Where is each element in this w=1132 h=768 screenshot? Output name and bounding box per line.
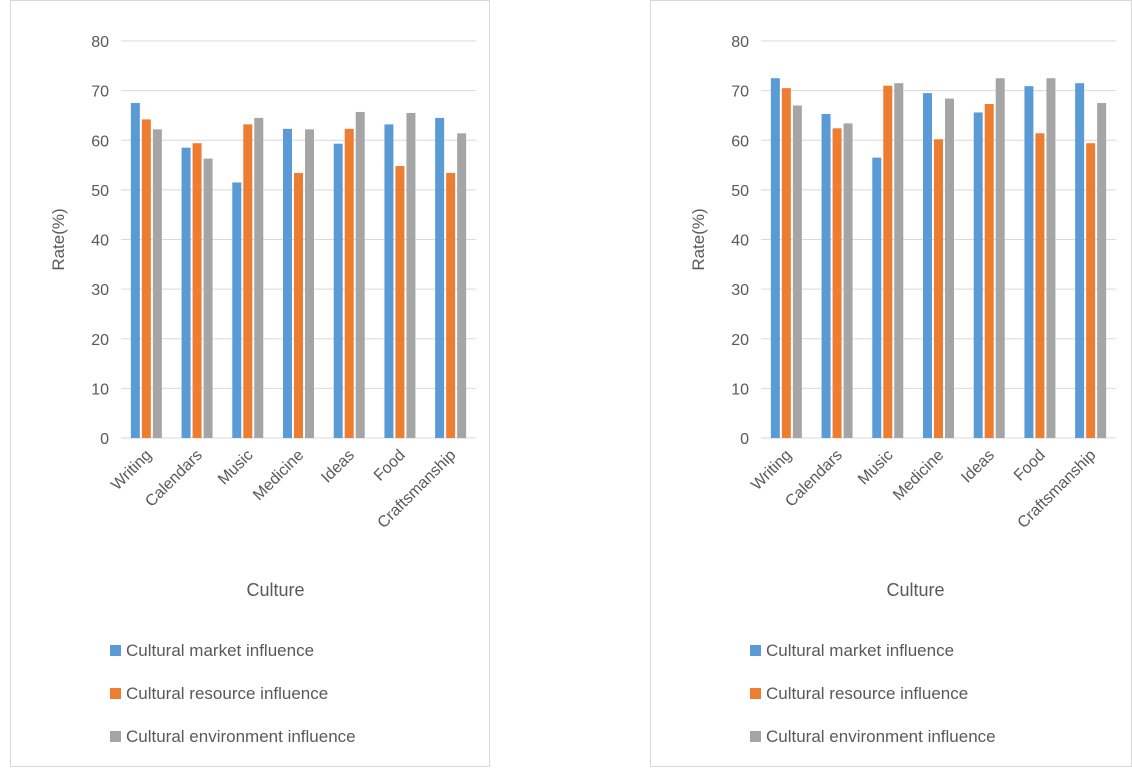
y-tick-label: 0 — [100, 431, 109, 448]
y-tick-label: 20 — [731, 332, 749, 349]
legend-swatch — [110, 645, 121, 656]
y-tick-label: 20 — [91, 332, 109, 349]
bar-cultural-resource-influence — [934, 139, 943, 438]
y-tick-label: 60 — [91, 133, 109, 150]
x-axis-title: Culture — [246, 580, 304, 600]
bar-cultural-market-influence — [770, 78, 780, 438]
y-tick-label: 40 — [91, 233, 109, 250]
x-tick-label: Music — [855, 447, 897, 489]
bar-cultural-resource-influence — [1086, 143, 1096, 439]
bar-cultural-environment-influence — [203, 158, 213, 438]
bar-cultural-environment-influence — [945, 98, 954, 438]
bar-cultural-market-influence — [821, 113, 831, 438]
bar-cultural-resource-influence — [294, 173, 303, 438]
bar-cultural-market-influence — [181, 147, 191, 438]
bar-cultural-resource-influence — [984, 104, 994, 439]
x-tick-label: Medicine — [890, 447, 947, 504]
bar-cultural-environment-influence — [457, 133, 467, 439]
y-axis-title: Rate(%) — [49, 208, 68, 270]
x-tick-label: Medicine — [250, 447, 307, 504]
bar-cultural-environment-influence — [1097, 103, 1107, 438]
y-tick-label: 30 — [91, 282, 109, 299]
bar-cultural-environment-influence — [305, 129, 314, 438]
bar-cultural-environment-influence — [843, 123, 853, 438]
y-tick-label: 50 — [91, 183, 109, 200]
bar-cultural-environment-influence — [254, 117, 264, 438]
bar-cultural-resource-influence — [192, 143, 202, 439]
bar-cultural-market-influence — [973, 112, 983, 439]
x-tick-label: Writing — [748, 447, 795, 494]
bar-cultural-resource-influence — [883, 85, 893, 438]
bar-cultural-resource-influence — [243, 124, 253, 439]
bar-cultural-resource-influence — [344, 128, 354, 438]
x-tick-label: Food — [371, 447, 409, 485]
bar-cultural-market-influence — [384, 124, 394, 439]
legend-label: Cultural resource influence — [126, 684, 328, 703]
legend-swatch — [750, 645, 761, 656]
bar-cultural-resource-influence — [446, 173, 456, 438]
bar-cultural-market-influence — [872, 157, 882, 438]
bar-cultural-market-influence — [333, 143, 343, 438]
bar-cultural-environment-influence — [152, 129, 162, 438]
bar-cultural-market-influence — [1075, 83, 1085, 439]
legend-swatch — [750, 688, 761, 699]
legend-swatch — [110, 731, 121, 742]
y-tick-label: 60 — [731, 133, 749, 150]
legend-swatch — [750, 731, 761, 742]
y-tick-label: 80 — [731, 34, 749, 51]
y-tick-label: 30 — [731, 282, 749, 299]
y-axis-title: Rate(%) — [689, 208, 708, 270]
y-tick-label: 70 — [91, 84, 109, 101]
y-tick-label: 10 — [731, 381, 749, 398]
bar-cultural-market-influence — [130, 103, 140, 438]
legend-label: Cultural environment influence — [766, 727, 996, 746]
x-tick-label: Ideas — [318, 447, 358, 487]
bar-cultural-resource-influence — [141, 119, 151, 438]
y-tick-label: 40 — [731, 233, 749, 250]
legend-label: Cultural resource influence — [766, 684, 968, 703]
y-tick-label: 10 — [91, 381, 109, 398]
x-tick-label: Music — [215, 447, 257, 489]
x-tick-label: Food — [1011, 447, 1049, 485]
legend-label: Cultural market influence — [766, 641, 954, 660]
bar-cultural-market-influence — [923, 93, 932, 438]
bar-cultural-environment-influence — [406, 112, 416, 439]
legend-label: Cultural market influence — [126, 641, 314, 660]
chart-panel-left: 0 10 20 30 40 50 60 70 80 Writing Calendars Music Me… — [10, 0, 490, 767]
bar-cultural-environment-influence — [355, 111, 365, 439]
bar-cultural-market-influence — [1024, 86, 1034, 438]
bar-cultural-resource-influence — [1035, 133, 1045, 439]
bar-cultural-market-influence — [435, 117, 445, 438]
bar-cultural-resource-influence — [781, 88, 791, 439]
bar-cultural-environment-influence — [792, 105, 802, 438]
bar-cultural-market-influence — [283, 128, 292, 438]
bar-cultural-environment-influence — [995, 78, 1005, 438]
bar-cultural-environment-influence — [894, 83, 904, 439]
x-axis-title: Culture — [886, 580, 944, 600]
chart-panel-right: 0 10 20 30 40 50 60 70 80 Writing Calendars Music Me… — [650, 0, 1132, 767]
bar-cultural-environment-influence — [1046, 78, 1056, 438]
legend-label: Cultural environment influence — [126, 727, 356, 746]
bar-cultural-market-influence — [232, 182, 242, 438]
bar-cultural-resource-influence — [395, 166, 405, 438]
y-tick-label: 50 — [731, 183, 749, 200]
bar-cultural-resource-influence — [832, 128, 842, 438]
y-tick-label: 0 — [740, 431, 749, 448]
y-tick-label: 80 — [91, 34, 109, 51]
legend-swatch — [110, 688, 121, 699]
y-tick-label: 70 — [731, 84, 749, 101]
x-tick-label: Ideas — [958, 447, 998, 487]
x-tick-label: Writing — [108, 447, 155, 494]
